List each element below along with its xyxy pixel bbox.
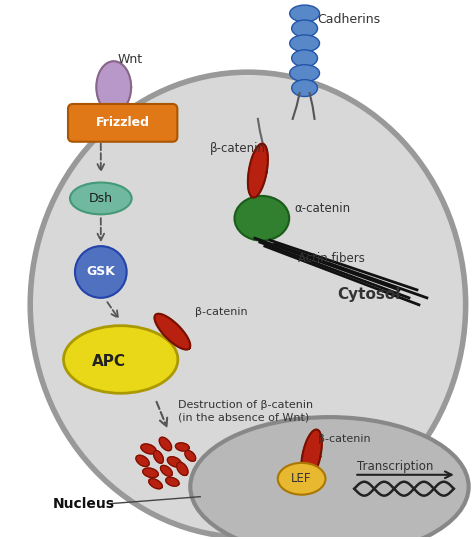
Ellipse shape xyxy=(292,50,318,67)
Ellipse shape xyxy=(235,196,289,241)
Polygon shape xyxy=(154,451,164,463)
Text: Transcription: Transcription xyxy=(357,460,434,473)
Ellipse shape xyxy=(290,5,319,22)
Polygon shape xyxy=(149,479,162,489)
Polygon shape xyxy=(96,61,131,113)
Polygon shape xyxy=(166,478,179,486)
Ellipse shape xyxy=(292,20,318,37)
Text: β-catenin: β-catenin xyxy=(195,307,248,317)
Polygon shape xyxy=(248,143,268,198)
Polygon shape xyxy=(155,314,190,349)
Polygon shape xyxy=(175,443,189,451)
Polygon shape xyxy=(136,455,149,466)
Text: β-catenin: β-catenin xyxy=(318,434,370,444)
Ellipse shape xyxy=(292,80,318,96)
Polygon shape xyxy=(177,462,188,475)
Ellipse shape xyxy=(290,35,319,52)
Polygon shape xyxy=(161,465,173,476)
Circle shape xyxy=(75,246,127,298)
Polygon shape xyxy=(159,437,172,451)
Text: Actin fibers: Actin fibers xyxy=(298,252,365,265)
Ellipse shape xyxy=(30,72,465,537)
Text: Dsh: Dsh xyxy=(89,192,113,205)
Polygon shape xyxy=(141,444,156,454)
Text: LEF: LEF xyxy=(292,472,312,485)
Polygon shape xyxy=(167,457,182,467)
Polygon shape xyxy=(301,430,322,480)
Text: Frizzled: Frizzled xyxy=(96,116,150,129)
Ellipse shape xyxy=(278,463,326,495)
Text: β-catenin: β-catenin xyxy=(210,142,266,155)
Ellipse shape xyxy=(290,65,319,81)
Polygon shape xyxy=(185,451,196,461)
Ellipse shape xyxy=(70,183,132,215)
Text: APC: APC xyxy=(92,354,126,369)
Text: α-catenin: α-catenin xyxy=(295,202,351,215)
Ellipse shape xyxy=(190,417,469,539)
Ellipse shape xyxy=(64,326,178,393)
Polygon shape xyxy=(143,468,158,478)
Text: Cytosol: Cytosol xyxy=(337,287,401,302)
Text: GSK: GSK xyxy=(86,266,115,279)
Text: Cadherins: Cadherins xyxy=(318,13,381,26)
Text: Wnt: Wnt xyxy=(118,53,143,66)
Text: Nucleus: Nucleus xyxy=(53,496,115,510)
Text: Destruction of β-catenin
(in the absence of Wnt): Destruction of β-catenin (in the absence… xyxy=(178,399,313,423)
FancyBboxPatch shape xyxy=(68,104,177,142)
